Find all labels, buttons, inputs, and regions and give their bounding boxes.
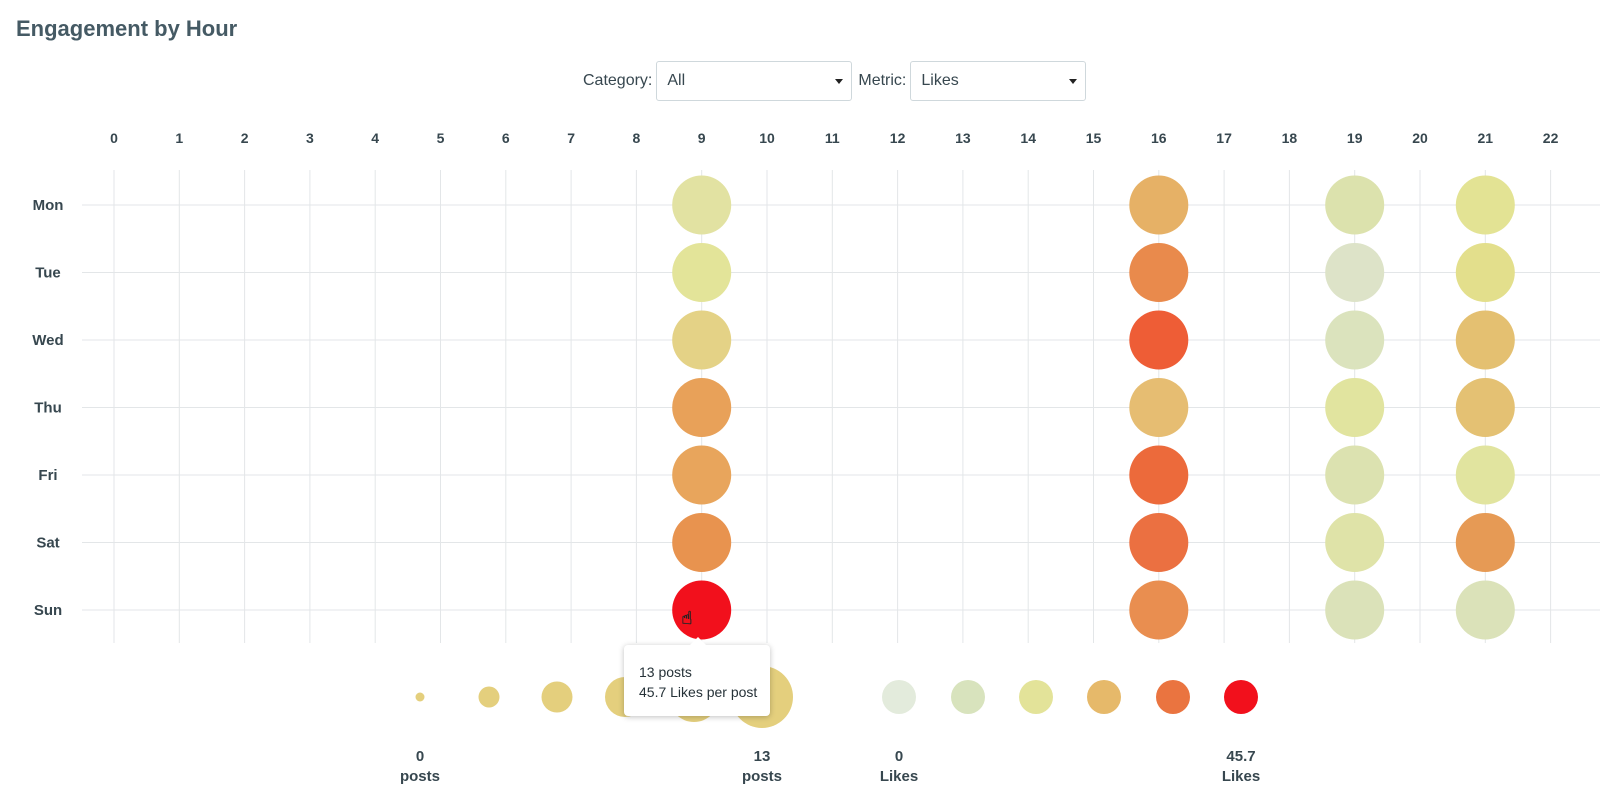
- data-point: [1129, 175, 1189, 235]
- color-legend-min-label: 0: [895, 748, 903, 765]
- color-legend-swatch: [1087, 680, 1121, 714]
- y-tick-label: Wed: [32, 332, 63, 349]
- tooltip-value: 45.7 Likes per post: [639, 684, 758, 700]
- data-point: [672, 580, 732, 640]
- color-legend-max-label: 45.7: [1226, 748, 1255, 765]
- size-legend-min-label: 0: [416, 748, 424, 765]
- x-tick-label: 17: [1216, 130, 1232, 146]
- data-point: [672, 175, 732, 235]
- data-point: [1325, 243, 1385, 302]
- size-legend-max-label: posts: [742, 768, 782, 785]
- data-point: [1129, 513, 1189, 572]
- color-legend-swatch: [1019, 680, 1053, 714]
- data-point: [1129, 580, 1189, 640]
- x-tick-label: 12: [890, 130, 906, 146]
- category-label: Category:: [583, 72, 653, 89]
- size-legend-swatch: [415, 692, 425, 702]
- x-tick-label: 7: [567, 130, 575, 146]
- page-title: Engagement by Hour: [16, 16, 238, 41]
- size-legend-max-label: 13: [754, 748, 771, 765]
- x-tick-label: 0: [110, 130, 118, 146]
- x-tick-label: 20: [1412, 130, 1428, 146]
- y-tick-label: Sat: [36, 535, 59, 552]
- size-legend-min-label: posts: [400, 768, 440, 785]
- color-legend-swatch: [882, 680, 916, 714]
- data-point: [672, 310, 732, 370]
- x-tick-label: 11: [825, 130, 840, 146]
- data-point: [1129, 378, 1189, 437]
- data-point: [672, 513, 732, 572]
- data-point: [1129, 243, 1189, 302]
- data-point: [1325, 310, 1385, 370]
- y-tick-label: Thu: [34, 400, 62, 417]
- color-legend-min-label: Likes: [880, 768, 918, 785]
- x-tick-label: 2: [241, 130, 249, 146]
- size-legend-swatch: [541, 681, 573, 713]
- data-point: [1455, 445, 1515, 505]
- data-point: [1325, 175, 1385, 235]
- x-tick-label: 21: [1478, 130, 1494, 146]
- data-point: [1325, 513, 1385, 572]
- data-point: [1455, 513, 1515, 572]
- data-point: [672, 378, 732, 437]
- data-point: [1129, 310, 1189, 370]
- x-tick-label: 9: [698, 130, 706, 146]
- x-tick-label: 1: [175, 130, 183, 146]
- x-tick-label: 19: [1347, 130, 1363, 146]
- data-point: [1455, 378, 1515, 437]
- size-legend-swatch: [478, 686, 500, 708]
- y-tick-label: Fri: [38, 467, 57, 484]
- color-legend-swatch: [1224, 680, 1258, 714]
- data-point: [1325, 378, 1385, 437]
- x-tick-label: 16: [1151, 130, 1167, 146]
- y-tick-label: Mon: [33, 197, 64, 214]
- data-point: [1455, 175, 1515, 235]
- chevron-down-icon: [1069, 79, 1078, 84]
- data-point: [672, 243, 732, 302]
- data-point: [1455, 580, 1515, 640]
- filter-bar: Category: All Metric: Likes: [583, 61, 1087, 101]
- color-legend-swatch: [1156, 680, 1190, 714]
- y-tick-label: Sun: [34, 602, 62, 619]
- category-value: All: [667, 72, 686, 89]
- x-tick-label: 22: [1543, 130, 1559, 146]
- data-point: [1325, 445, 1385, 505]
- x-tick-label: 10: [759, 130, 775, 146]
- data-point: [1129, 445, 1189, 505]
- x-tick-label: 14: [1020, 130, 1036, 146]
- metric-label: Metric:: [858, 72, 907, 89]
- color-legend-swatch: [951, 680, 985, 714]
- x-tick-label: 8: [633, 130, 641, 146]
- x-tick-label: 5: [437, 130, 445, 146]
- tooltip-posts: 13 posts: [639, 664, 692, 680]
- chevron-down-icon: [835, 79, 844, 84]
- x-tick-label: 15: [1086, 130, 1102, 146]
- x-tick-label: 6: [502, 130, 510, 146]
- y-tick-label: Tue: [35, 265, 61, 282]
- x-tick-label: 13: [955, 130, 971, 146]
- category-select[interactable]: All: [656, 61, 853, 101]
- metric-value: Likes: [921, 72, 959, 89]
- metric-select[interactable]: Likes: [910, 61, 1087, 101]
- x-tick-label: 3: [306, 130, 314, 146]
- color-legend-max-label: Likes: [1222, 768, 1260, 785]
- data-point: [1455, 310, 1515, 370]
- data-point: [672, 445, 732, 505]
- hand-cursor-icon: ☝: [682, 608, 693, 628]
- x-tick-label: 4: [371, 130, 379, 146]
- x-tick-label: 18: [1282, 130, 1298, 146]
- chart-tooltip: 13 posts 45.7 Likes per post: [624, 637, 770, 716]
- data-point: [1455, 243, 1515, 302]
- data-point: [1325, 580, 1385, 640]
